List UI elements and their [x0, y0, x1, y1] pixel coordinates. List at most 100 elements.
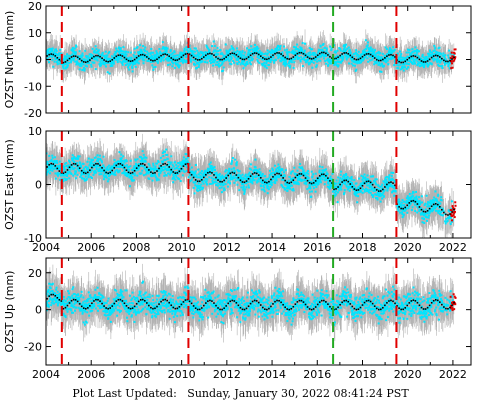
- data-point: [142, 52, 145, 55]
- data-point: [270, 57, 273, 60]
- model-dot: [282, 54, 284, 57]
- data-point: [142, 59, 145, 62]
- data-point: [146, 54, 149, 57]
- data-point: [361, 59, 364, 62]
- data-point: [427, 55, 430, 58]
- data-point: [397, 64, 400, 67]
- data-point: [209, 54, 212, 57]
- data-point: [142, 62, 145, 65]
- data-point: [224, 54, 227, 57]
- data-point: [222, 56, 225, 59]
- data-point: [235, 51, 238, 54]
- data-point: [151, 56, 154, 59]
- model-dot: [259, 55, 262, 57]
- model-dot: [406, 58, 409, 61]
- data-point: [59, 48, 62, 51]
- model-dot: [337, 56, 339, 59]
- data-point: [98, 63, 101, 66]
- data-point: [306, 59, 309, 62]
- data-point: [266, 52, 269, 55]
- model-dot: [139, 54, 142, 56]
- data-point: [98, 53, 101, 56]
- data-point: [153, 54, 156, 57]
- data-point: [397, 61, 400, 64]
- data-point: [292, 66, 295, 69]
- data-point: [378, 62, 381, 65]
- model-dot: [133, 58, 136, 61]
- data-point: [352, 55, 355, 58]
- data-point: [75, 63, 78, 66]
- data-point: [374, 54, 377, 57]
- model-dot: [54, 55, 57, 57]
- data-point: [426, 63, 429, 66]
- data-point: [288, 66, 291, 69]
- data-point: [171, 60, 174, 63]
- model-dot: [382, 58, 384, 61]
- data-point: [375, 61, 378, 64]
- data-point: [186, 48, 189, 51]
- model-dot: [302, 52, 305, 55]
- data-point: [392, 50, 395, 53]
- data-point: [274, 59, 277, 62]
- data-point: [72, 59, 75, 62]
- data-point: [212, 57, 215, 60]
- data-point: [319, 45, 322, 48]
- model-dot: [178, 58, 181, 60]
- data-point: [119, 47, 122, 50]
- model-dot: [312, 57, 315, 60]
- model-dot: [377, 59, 380, 62]
- data-point: [376, 56, 379, 59]
- data-point: [69, 58, 72, 61]
- data-point: [131, 65, 134, 68]
- data-point: [141, 50, 144, 53]
- data-point: [144, 49, 147, 52]
- data-point: [130, 56, 133, 59]
- data-point: [403, 61, 406, 64]
- data-point: [226, 51, 229, 54]
- data-point: [185, 46, 188, 49]
- data-point: [354, 61, 357, 64]
- data-point: [84, 64, 87, 67]
- data-point: [240, 57, 243, 60]
- data-point: [58, 62, 61, 65]
- model-dot: [131, 60, 134, 62]
- data-point: [130, 61, 133, 64]
- data-point: [238, 61, 241, 64]
- data-point: [317, 59, 320, 62]
- data-point: [213, 61, 216, 64]
- data-point: [240, 62, 243, 65]
- data-point: [443, 55, 446, 58]
- model-dot: [48, 53, 50, 56]
- data-point: [126, 60, 129, 63]
- data-point: [159, 60, 162, 63]
- data-point: [291, 49, 294, 52]
- data-point: [377, 55, 380, 58]
- model-dot: [50, 53, 52, 55]
- data-point: [281, 51, 284, 54]
- data-point: [46, 51, 48, 54]
- data-point: [434, 58, 437, 61]
- data-point: [289, 64, 292, 67]
- data-point: [423, 63, 426, 66]
- data-point: [403, 66, 406, 69]
- model-dot: [219, 58, 221, 61]
- data-point: [417, 55, 420, 58]
- data-point: [321, 48, 324, 51]
- model-dot: [198, 58, 201, 61]
- data-point: [421, 62, 424, 65]
- ytick-label: 20: [28, 0, 42, 13]
- data-point: [247, 48, 250, 51]
- data-point: [339, 60, 342, 63]
- data-point: [281, 57, 284, 60]
- data-point: [150, 57, 153, 60]
- model-dot: [160, 54, 162, 57]
- data-point: [285, 51, 288, 54]
- data-point: [369, 46, 372, 49]
- data-point: [342, 56, 345, 59]
- data-point: [53, 50, 56, 53]
- model-dot: [434, 54, 437, 57]
- data-point: [99, 60, 102, 63]
- data-point: [155, 50, 158, 53]
- model-dot: [453, 56, 455, 58]
- data-point: [104, 50, 107, 53]
